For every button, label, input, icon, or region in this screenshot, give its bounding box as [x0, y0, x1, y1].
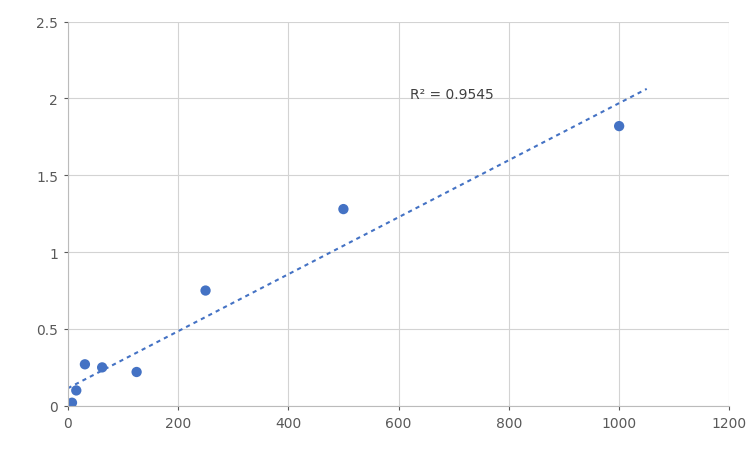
Point [66, 399, 78, 406]
Point [70, 387, 82, 394]
Text: R² = 0.9545: R² = 0.9545 [410, 87, 493, 101]
Point [62, 401, 74, 408]
Point [338, 206, 350, 213]
Point [199, 287, 211, 295]
Point [79, 361, 91, 368]
Point [96, 364, 108, 371]
Point [131, 368, 143, 376]
Point [613, 123, 625, 130]
